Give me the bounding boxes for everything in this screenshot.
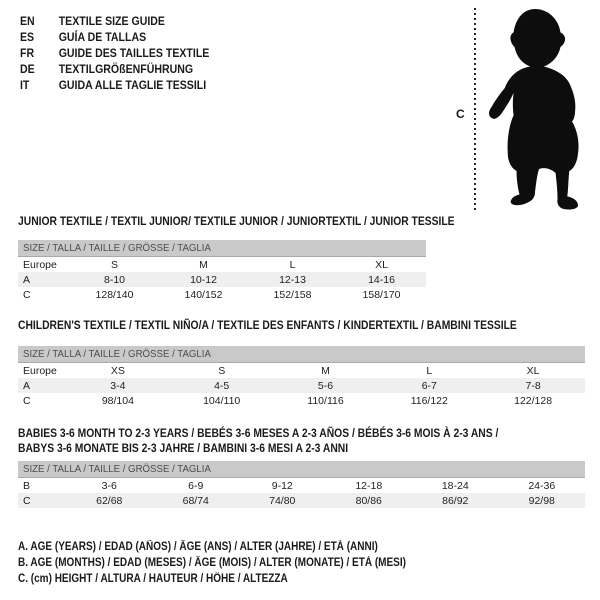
language-code: ES [20, 30, 35, 44]
size-header-text: SIZE / TALLA / TAILLE / GRÖSSE / TAGLIA [23, 348, 211, 360]
children-section-title-text: CHILDREN'S TEXTILE / TEXTIL NIÑO/A / TEX… [18, 318, 517, 332]
junior-table-size-header: SIZE / TALLA / TAILLE / GRÖSSE / TAGLIA [18, 240, 426, 257]
language-title: GUÍA DE TALLAS [58, 30, 147, 44]
table-row: A 8-10 10-12 12-13 14-16 [18, 272, 426, 287]
language-code: EN [20, 14, 35, 28]
cell: 104/110 [203, 394, 241, 407]
babies-section-title-line2: BABYS 3-6 MONATE BIS 2-3 JAHRE / BAMBINI… [18, 441, 349, 455]
cell: 9-12 [271, 479, 293, 492]
babies-size-table: SIZE / TALLA / TAILLE / GRÖSSE / TAGLIA … [18, 461, 585, 508]
language-code: DE [20, 62, 35, 76]
cell: 110/116 [307, 394, 344, 407]
babies-table-size-header: SIZE / TALLA / TAILLE / GRÖSSE / TAGLIA [18, 461, 585, 478]
row-label: Europe [23, 258, 57, 271]
cell: 98/104 [101, 394, 134, 407]
table-row: Europe XS S M L XL [18, 363, 585, 379]
table-row: B 3-6 6-9 9-12 12-18 18-24 24-36 [18, 478, 585, 494]
cell: 6-9 [188, 479, 204, 492]
height-measure-label: C [456, 107, 465, 121]
language-row-de: DE TEXTILGRÖßENFÜHRUNG [20, 61, 209, 77]
table-row: C 128/140 140/152 152/158 158/170 [18, 287, 426, 302]
size-header-text: SIZE / TALLA / TAILLE / GRÖSSE / TAGLIA [23, 463, 211, 475]
cell: 122/128 [514, 394, 553, 407]
row-label: C [23, 288, 31, 301]
cell: XS [110, 364, 125, 377]
children-table-size-header: SIZE / TALLA / TAILLE / GRÖSSE / TAGLIA [18, 346, 585, 363]
language-row-fr: FR GUIDE DES TAILLES TEXTILE [20, 45, 209, 61]
cell: 14-16 [337, 272, 426, 287]
table-row: A 3-4 4-5 5-6 6-7 7-8 [18, 378, 585, 393]
cell: L [289, 258, 296, 271]
row-label: A [18, 272, 70, 287]
cell: 3-4 [66, 378, 170, 393]
cell: 68/74 [152, 493, 239, 508]
size-header-text: SIZE / TALLA / TAILLE / GRÖSSE / TAGLIA [23, 242, 211, 254]
cell: S [218, 364, 226, 377]
children-section-title: CHILDREN'S TEXTILE / TEXTIL NIÑO/A / TEX… [18, 318, 598, 333]
language-title: GUIDA ALLE TAGLIE TESSILI [58, 78, 207, 92]
cell: 152/158 [273, 288, 312, 301]
row-label: C [23, 394, 31, 407]
language-title: GUIDE DES TAILLES TEXTILE [58, 46, 210, 60]
cell: M [199, 258, 208, 271]
cell: 62/68 [66, 493, 153, 508]
children-size-table: SIZE / TALLA / TAILLE / GRÖSSE / TAGLIA … [18, 346, 585, 408]
cell: 5-6 [273, 378, 378, 393]
cell: XL [375, 258, 388, 271]
cell: 3-6 [101, 479, 117, 492]
cell: 128/140 [95, 288, 134, 301]
table-row: C 98/104 104/110 110/116 116/122 122/128 [18, 393, 585, 408]
cell: 24-36 [528, 479, 556, 492]
language-code: FR [20, 46, 35, 60]
table-row: C 62/68 68/74 74/80 80/86 86/92 92/98 [18, 493, 585, 508]
cell: 7-8 [481, 378, 585, 393]
row-label: B [23, 479, 31, 492]
cell: 92/98 [498, 493, 585, 508]
legend-line-a: A. AGE (YEARS) / EDAD (AÑOS) / ÂGE (ANS)… [18, 541, 378, 553]
cell: 12-18 [355, 479, 383, 492]
cell: M [321, 364, 330, 377]
table-row: Europe S M L XL [18, 257, 426, 273]
legend-line-c: C. (cm) HEIGHT / ALTURA / HAUTEUR / HÖHE… [18, 573, 288, 585]
cell: 8-10 [70, 272, 159, 287]
babies-section-title: BABIES 3-6 MONTH TO 2-3 YEARS / BEBÉS 3-… [18, 426, 577, 456]
row-label: A [18, 378, 66, 393]
cell: 158/170 [362, 288, 401, 301]
cell: 18-24 [441, 479, 469, 492]
language-title: TEXTILGRÖßENFÜHRUNG [58, 62, 194, 76]
language-row-en: EN TEXTILE SIZE GUIDE [20, 13, 209, 29]
cell: L [426, 364, 433, 377]
junior-section-title: JUNIOR TEXTILE / TEXTIL JUNIOR/ TEXTILE … [18, 214, 526, 229]
language-title: TEXTILE SIZE GUIDE [58, 14, 165, 28]
cell: 74/80 [239, 493, 326, 508]
height-measure-line [474, 8, 476, 212]
language-row-it: IT GUIDA ALLE TAGLIE TESSILI [20, 77, 209, 93]
cell: 4-5 [169, 378, 274, 393]
junior-size-table: SIZE / TALLA / TAILLE / GRÖSSE / TAGLIA … [18, 240, 426, 302]
cell: 116/122 [410, 394, 448, 407]
cell: XL [526, 364, 540, 377]
measurement-legend: A. AGE (YEARS) / EDAD (AÑOS) / ÂGE (ANS)… [18, 539, 464, 587]
row-label: C [18, 493, 66, 508]
baby-silhouette-image [489, 8, 579, 210]
cell: 10-12 [159, 272, 248, 287]
cell: 140/152 [184, 288, 223, 301]
babies-section-title-line1: BABIES 3-6 MONTH TO 2-3 YEARS / BEBÉS 3-… [18, 426, 499, 440]
cell: 6-7 [377, 378, 482, 393]
cell: 80/86 [325, 493, 412, 508]
language-row-es: ES GUÍA DE TALLAS [20, 29, 209, 45]
row-label: Europe [23, 364, 57, 377]
cell: S [110, 258, 118, 271]
junior-section-title-text: JUNIOR TEXTILE / TEXTIL JUNIOR/ TEXTILE … [18, 214, 455, 228]
language-code: IT [20, 78, 30, 92]
legend-line-b: B. AGE (MONTHS) / EDAD (MESES) / ÂGE (MO… [18, 557, 406, 569]
language-title-list: EN TEXTILE SIZE GUIDE ES GUÍA DE TALLAS … [20, 13, 235, 93]
cell: 86/92 [412, 493, 499, 508]
cell: 12-13 [248, 272, 337, 287]
